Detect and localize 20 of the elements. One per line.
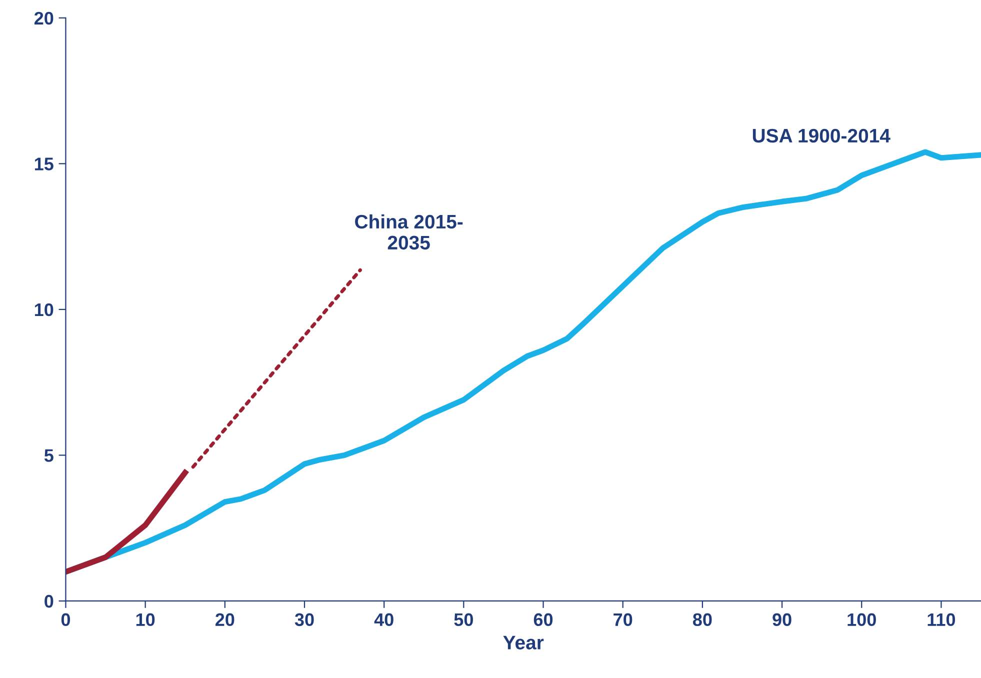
x-tick-label: 100 bbox=[848, 613, 876, 626]
x-tick-label: 10 bbox=[136, 613, 155, 626]
y-tick-label: 0 bbox=[44, 594, 54, 608]
y-tick-label: 20 bbox=[34, 12, 54, 25]
x-tick-label: 30 bbox=[294, 613, 314, 626]
y-tick-label: 10 bbox=[34, 303, 54, 316]
x-tick-label: 90 bbox=[772, 613, 792, 626]
y-tick-label: 15 bbox=[34, 158, 54, 170]
series-label: China 2015- 2035 bbox=[355, 214, 463, 250]
x-tick-label: 20 bbox=[215, 613, 234, 626]
x-tick-label: 60 bbox=[534, 613, 553, 626]
x-tick-label: 0 bbox=[61, 613, 70, 626]
x-tick-label: 40 bbox=[374, 613, 394, 626]
x-tick-label: 80 bbox=[692, 613, 712, 626]
x-axis-title: Year bbox=[503, 636, 544, 650]
series-label: USA 1900-2014 bbox=[752, 128, 890, 143]
x-tick-label: 50 bbox=[454, 613, 473, 626]
x-tick-label: 110 bbox=[928, 613, 956, 626]
y-tick-label: 5 bbox=[44, 449, 54, 462]
x-tick-label: 70 bbox=[614, 613, 632, 626]
